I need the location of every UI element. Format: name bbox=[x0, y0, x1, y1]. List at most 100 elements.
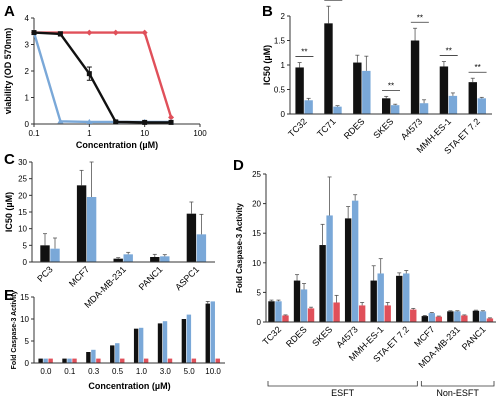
panel-a-x-tick-label: 10 bbox=[140, 129, 149, 138]
panel-b-x-tick-label: TC71 bbox=[315, 116, 338, 139]
panel-a-x-tick-label: 0.1 bbox=[28, 129, 40, 138]
panel-d-bar-red bbox=[435, 316, 443, 322]
panel-b-bar-blue bbox=[391, 105, 400, 114]
panel-d-bar-black bbox=[344, 218, 352, 322]
panel-b-bar-black bbox=[439, 66, 449, 114]
panel-b-bar-black bbox=[295, 67, 304, 114]
panel-d-bar-blue bbox=[479, 311, 487, 322]
panel-label-e: E bbox=[4, 287, 14, 304]
panel-a-y-tick-label: 1 bbox=[25, 94, 30, 103]
panel-c-y-tick-label: 10 bbox=[18, 225, 27, 234]
panel-e-x-tick-label: 10.0 bbox=[205, 367, 221, 376]
panel-b-bar-blue bbox=[477, 98, 486, 114]
panel-c-bar-black bbox=[113, 258, 123, 262]
panel-c-y-axis-label: IC50 (µM) bbox=[4, 192, 14, 232]
panel-b-x-tick-label: RDES bbox=[342, 116, 367, 141]
panel-d-bar-blue bbox=[454, 311, 461, 322]
panel-e-bar-blue bbox=[186, 314, 192, 363]
panel-e-bar-blue bbox=[210, 301, 215, 363]
panel-d-y-tick-label: 10 bbox=[252, 259, 261, 268]
panel-b-y-axis-label: IC50 (µM) bbox=[262, 45, 272, 85]
panel-e-y-tick-label: 5 bbox=[25, 337, 30, 346]
panel-d-y-tick-label: 5 bbox=[257, 288, 262, 297]
panel-d-bar-red bbox=[358, 305, 366, 322]
panel-e-bar-black bbox=[86, 352, 91, 363]
panel-c-y-tick-label: 25 bbox=[18, 175, 27, 184]
panel-d-bar-blue bbox=[275, 301, 282, 322]
panel-d-bar-red bbox=[410, 309, 417, 322]
panel-d-bar-black bbox=[396, 275, 403, 322]
panel-b-significance-mark: ** bbox=[388, 81, 394, 90]
panel-d-x-tick-label: SKES bbox=[310, 324, 334, 348]
panel-e-bar-red bbox=[191, 358, 197, 363]
panel-e-bar-red bbox=[72, 358, 77, 363]
panel-c-bar-black bbox=[150, 257, 160, 262]
panel-a-x-axis-label: Concentration (µM) bbox=[76, 140, 158, 150]
panel-b-significance-mark: ** bbox=[301, 48, 307, 57]
panel-e-x-axis-label: Concentration (µM) bbox=[88, 381, 170, 391]
panel-a-y-axis-label: viability (OD 570nm) bbox=[3, 28, 13, 115]
panel-b-y-tick-label: 1 bbox=[281, 61, 286, 70]
panel-e-caspase-concentration-chart: 0 5 10 15 0.0 0.1 0.3 0.5 1.0 3.0 5.0 10.0 Fold Casp… bbox=[11, 291, 225, 391]
panel-b-y-tick-label: 0.5 bbox=[274, 86, 286, 95]
panel-c-x-tick-label: ASPC1 bbox=[173, 264, 201, 292]
panel-d-x-tick-label: MCF7 bbox=[412, 324, 436, 348]
panel-d-bar-black bbox=[268, 301, 275, 322]
panel-e-bar-red bbox=[48, 358, 53, 363]
panel-d-y-tick-label: 20 bbox=[252, 200, 261, 209]
panel-label-c: C bbox=[4, 151, 15, 168]
panel-e-bar-red bbox=[120, 358, 125, 363]
panel-d-bar-black bbox=[472, 310, 480, 322]
panel-e-bar-black bbox=[157, 323, 163, 363]
panel-c-y-tick-label: 15 bbox=[18, 208, 27, 217]
panel-e-bar-blue bbox=[115, 343, 120, 363]
panel-e-bar-black bbox=[205, 303, 210, 363]
panel-b-significance-mark: ** bbox=[474, 63, 480, 72]
panel-a-point-black bbox=[57, 31, 63, 37]
panel-d-bar-blue bbox=[377, 273, 384, 322]
panel-d-bar-black bbox=[293, 280, 301, 322]
panel-b-x-tick-label: SKES bbox=[371, 116, 395, 140]
panel-e-x-tick-label: 0.0 bbox=[40, 367, 52, 376]
panel-d-bar-blue bbox=[428, 313, 436, 322]
panel-e-y-tick-label: 10 bbox=[20, 315, 29, 324]
panel-c-y-tick-label: 5 bbox=[23, 241, 28, 250]
panel-c-x-tick-label: PANC1 bbox=[137, 264, 165, 292]
panel-d-y-tick-label: 0 bbox=[257, 318, 262, 327]
panel-c-y-tick-label: 20 bbox=[18, 191, 27, 200]
panel-c-bar-blue bbox=[160, 256, 170, 262]
panel-d-bar-blue bbox=[351, 200, 359, 322]
panel-e-y-tick-label: 15 bbox=[20, 293, 29, 302]
panel-d-bar-black bbox=[319, 245, 326, 322]
panel-d-bar-black bbox=[421, 316, 429, 322]
panel-b-y-tick-label: 1.5 bbox=[274, 37, 286, 46]
panel-a-y-tick-label: 2 bbox=[25, 67, 30, 76]
panel-e-bar-blue bbox=[162, 321, 168, 363]
panel-d-y-tick-label: 15 bbox=[252, 229, 261, 238]
panel-label-d: D bbox=[233, 157, 244, 174]
panel-b-bar-black bbox=[382, 98, 391, 114]
panel-d-group-bracket bbox=[420, 381, 495, 387]
panel-e-bar-blue bbox=[43, 358, 48, 363]
panel-c-bar-black bbox=[40, 245, 50, 262]
panel-a-point-red bbox=[168, 114, 175, 121]
panel-c-bar-blue bbox=[123, 254, 133, 262]
panel-c-y-tick-label: 30 bbox=[18, 158, 27, 167]
panel-d-bar-blue bbox=[300, 289, 308, 322]
panel-d-bar-red bbox=[282, 315, 289, 322]
panel-e-bar-black bbox=[38, 358, 43, 363]
panel-d-group-label: ESFT bbox=[331, 388, 355, 398]
panel-a-point-blue bbox=[57, 118, 64, 124]
panel-a-viability-chart: 0 1 2 3 4 0.1 1 10 100 viability (OD 570nm) Concen… bbox=[3, 14, 207, 150]
panel-d-bar-red bbox=[333, 302, 340, 322]
panel-e-y-tick-label: 0 bbox=[25, 359, 30, 368]
panel-e-bar-black bbox=[62, 358, 67, 363]
panel-e-bar-red bbox=[167, 358, 173, 363]
panel-b-significance-mark: ** bbox=[417, 13, 423, 22]
panel-e-x-tick-label: 5.0 bbox=[184, 367, 196, 376]
panel-a-point-red bbox=[112, 29, 119, 36]
panel-b-bar-blue bbox=[448, 95, 458, 114]
panel-d-group-label: Non-ESFT bbox=[436, 388, 479, 398]
